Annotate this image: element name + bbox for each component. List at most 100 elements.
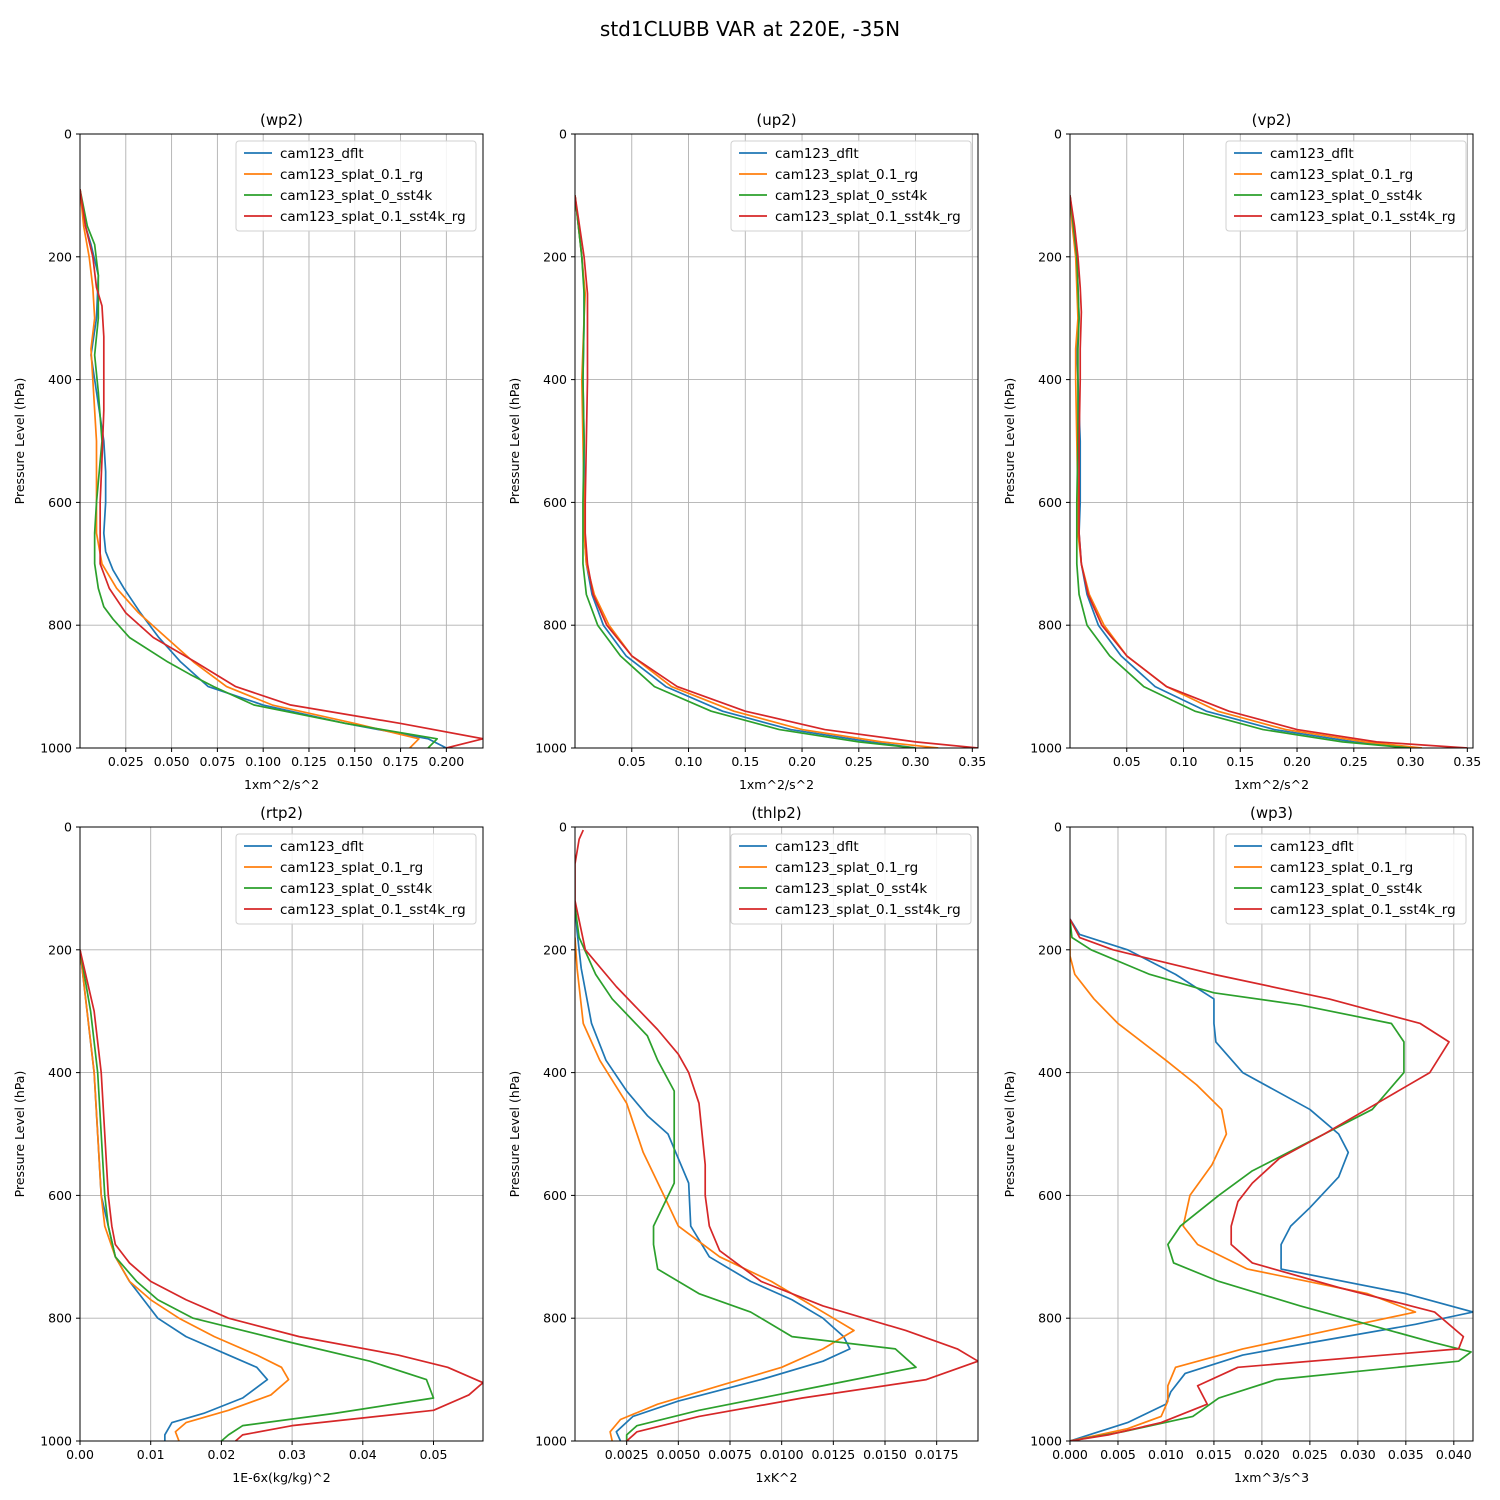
y-tick-label: 400	[48, 1065, 72, 1080]
x-axis-label: 1xm^2/s^2	[1234, 777, 1309, 792]
x-tick-label: 0.10	[675, 754, 703, 769]
series-line-cam123_splat_0.1_rg	[80, 949, 290, 1441]
legend-label: cam123_splat_0.1_sst4k_rg	[280, 902, 466, 918]
x-tick-label: 0.15	[731, 754, 759, 769]
x-tick-label: 0.010	[1148, 1447, 1184, 1462]
legend-label: cam123_splat_0_sst4k	[775, 188, 927, 204]
x-tick-label: 0.020	[1244, 1447, 1280, 1462]
legend-label: cam123_splat_0.1_rg	[775, 860, 918, 876]
y-tick-label: 400	[543, 372, 567, 387]
y-tick-label: 600	[1038, 1188, 1062, 1203]
legend-label: cam123_dflt	[280, 146, 364, 162]
legend-box	[1225, 140, 1467, 232]
legend-box	[730, 140, 972, 232]
y-tick-label: 1000	[535, 1434, 567, 1449]
y-tick-label: 800	[543, 618, 567, 633]
panel-thlp2: 0.0025 0.0050 0.0075 0.0100 0.0125 0.0150 0.01…	[507, 804, 979, 1485]
y-axis-label: Pressure Level (hPa)	[1002, 378, 1017, 505]
y-axis-label: Pressure Level (hPa)	[1002, 1071, 1017, 1198]
y-axis-label: Pressure Level (hPa)	[507, 1071, 522, 1198]
x-tick-label: 0.05	[618, 754, 646, 769]
legend-label: cam123_dflt	[1270, 146, 1354, 162]
series-line-cam123_splat_0_sst4k	[80, 189, 439, 748]
plot-frame	[574, 826, 979, 1442]
x-tick-label: 0.005	[1100, 1447, 1136, 1462]
plot-frame	[79, 826, 484, 1442]
y-tick-label: 200	[48, 249, 72, 264]
x-tick-label: 0.200	[428, 754, 464, 769]
legend-label: cam123_dflt	[775, 146, 859, 162]
legend-label: cam123_splat_0.1_sst4k_rg	[775, 902, 961, 918]
x-tick-label: 0.050	[154, 754, 190, 769]
x-tick-label: 0.05	[420, 1447, 448, 1462]
y-tick-label: 800	[48, 1311, 72, 1326]
y-tick-label: 800	[543, 1311, 567, 1326]
y-tick-label: 0	[559, 820, 567, 835]
x-tick-label: 0.0125	[811, 1447, 855, 1462]
y-tick-label: 400	[48, 372, 72, 387]
legend-label: cam123_splat_0.1_sst4k_rg	[1270, 209, 1456, 225]
x-tick-label: 0.125	[291, 754, 327, 769]
legend-label: cam123_splat_0.1_rg	[280, 167, 423, 183]
y-tick-label: 1000	[1030, 741, 1062, 756]
x-tick-label: 0.0025	[605, 1447, 649, 1462]
series-line-cam123_splat_0.1_rg	[575, 937, 855, 1441]
y-tick-label: 600	[48, 495, 72, 510]
x-tick-label: 0.035	[1388, 1447, 1424, 1462]
x-tick-label: 0.030	[1340, 1447, 1376, 1462]
y-tick-label: 1000	[40, 741, 72, 756]
x-tick-label: 0.02	[207, 1447, 235, 1462]
plot-frame	[1069, 826, 1474, 1442]
x-tick-label: 0.000	[1052, 1447, 1088, 1462]
legend-label: cam123_splat_0.1_sst4k_rg	[775, 209, 961, 225]
x-tick-label: 0.30	[902, 754, 930, 769]
legend-label: cam123_splat_0.1_rg	[1270, 167, 1413, 183]
panel-title: (vp2)	[1252, 111, 1292, 129]
y-tick-label: 600	[543, 495, 567, 510]
x-tick-label: 0.175	[383, 754, 419, 769]
x-tick-label: 0.00	[66, 1447, 94, 1462]
series-line-cam123_splat_0.1_sst4k_rg	[575, 829, 978, 1441]
panel-wp3: 0.000 0.005 0.010 0.015 0.020 0.025 0.030 0.035…	[1002, 804, 1474, 1485]
legend-label: cam123_splat_0.1_rg	[1270, 860, 1413, 876]
x-tick-label: 0.0075	[708, 1447, 752, 1462]
y-tick-label: 200	[543, 942, 567, 957]
series-line-cam123_splat_0.1_rg	[80, 189, 420, 748]
y-tick-label: 1000	[40, 1434, 72, 1449]
y-tick-label: 800	[48, 618, 72, 633]
x-tick-label: 0.10	[1170, 754, 1198, 769]
y-axis-label: Pressure Level (hPa)	[12, 378, 27, 505]
x-tick-label: 0.35	[958, 754, 986, 769]
legend-label: cam123_splat_0_sst4k	[1270, 881, 1422, 897]
series-line-cam123_splat_0_sst4k	[1070, 919, 1472, 1441]
legend-label: cam123_splat_0.1_rg	[775, 167, 918, 183]
y-tick-label: 1000	[1030, 1434, 1062, 1449]
series-line-cam123_splat_0.1_rg	[575, 195, 939, 748]
y-tick-label: 200	[48, 942, 72, 957]
x-tick-label: 0.25	[845, 754, 873, 769]
plot-frame	[574, 133, 979, 749]
y-tick-label: 800	[1038, 1311, 1062, 1326]
x-tick-label: 0.03	[278, 1447, 306, 1462]
legend-box	[235, 140, 477, 232]
panel-title: (wp2)	[260, 111, 303, 129]
x-tick-label: 0.0050	[656, 1447, 700, 1462]
x-tick-label: 0.025	[108, 754, 144, 769]
x-tick-label: 0.0175	[915, 1447, 959, 1462]
panel-vp2: 0.05 0.10 0.15 0.20 0.25 0.30 0.35 0 200 400 600 80…	[1002, 111, 1481, 792]
legend: cam123_dflt cam123_splat_0.1_rg cam123_spl…	[1225, 833, 1467, 925]
x-tick-label: 0.150	[337, 754, 373, 769]
x-tick-label: 0.15	[1226, 754, 1254, 769]
legend-label: cam123_dflt	[280, 839, 364, 855]
x-axis-label: 1xm^2/s^2	[244, 777, 319, 792]
legend-label: cam123_splat_0_sst4k	[280, 881, 432, 897]
series-line-cam123_splat_0.1_sst4k_rg	[80, 189, 483, 748]
plot-frame	[79, 133, 484, 749]
x-tick-label: 0.30	[1397, 754, 1425, 769]
panel-title: (up2)	[756, 111, 796, 129]
x-tick-label: 0.025	[1292, 1447, 1328, 1462]
figure-title: std1CLUBB VAR at 220E, -35N	[600, 17, 900, 41]
panel-wp2: 0.025 0.050 0.075 0.100 0.125 0.150 0.175 0.200…	[12, 111, 484, 792]
legend-label: cam123_splat_0_sst4k	[1270, 188, 1422, 204]
